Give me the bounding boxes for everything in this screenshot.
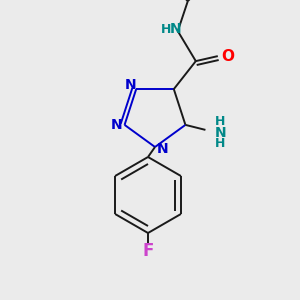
Text: N: N: [214, 126, 226, 140]
Text: F: F: [142, 242, 154, 260]
Text: O: O: [221, 49, 234, 64]
Text: N: N: [157, 142, 169, 156]
Text: N: N: [124, 78, 136, 92]
Text: H: H: [160, 22, 171, 36]
Text: N: N: [170, 22, 182, 36]
Text: N: N: [111, 118, 122, 132]
Text: H: H: [215, 116, 226, 128]
Text: H: H: [215, 137, 226, 150]
